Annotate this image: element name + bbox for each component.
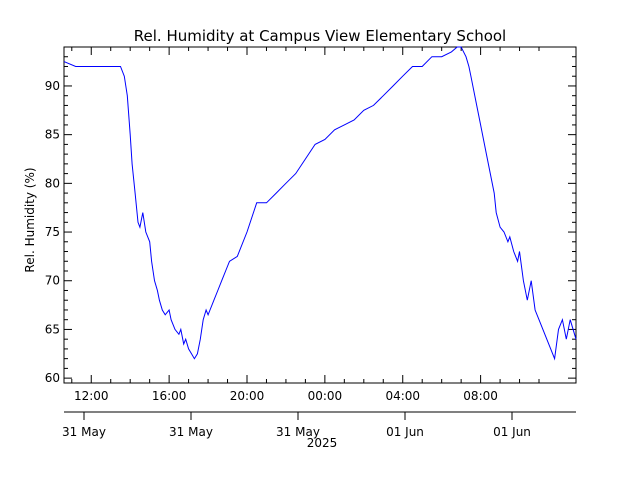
date-axis: 31 May 31 May 31 May 01 Jun 01 Jun 2025 [62, 411, 576, 450]
date-tick-label: 31 May [62, 425, 106, 439]
series-layer [63, 46, 577, 361]
y-tick-label: 85 [45, 128, 60, 142]
date-tick-label: 31 May [276, 425, 320, 439]
x-tick-label: 16:00 [152, 389, 187, 403]
x-tick-label: 00:00 [308, 389, 343, 403]
y-tick-label: 60 [45, 371, 60, 385]
plot-frame [63, 46, 577, 384]
chart-title: Rel. Humidity at Campus View Elementary … [134, 27, 506, 45]
x-axis: 12:00 16:00 20:00 00:00 04:00 08:00 [71, 47, 540, 403]
y-tick-label: 90 [45, 79, 60, 93]
x-tick-label: 12:00 [74, 389, 109, 403]
x-tick-label: 04:00 [385, 389, 420, 403]
y-axis-label: Rel. Humidity (%) [23, 167, 37, 272]
date-tick-label: 31 May [169, 425, 213, 439]
x-tick-label: 20:00 [230, 389, 265, 403]
y-axis: 60 65 70 75 80 85 90 [45, 46, 576, 385]
y-tick-label: 75 [45, 225, 60, 239]
humidity-series-line [63, 46, 577, 361]
y-tick-label: 70 [45, 274, 60, 288]
year-label: 2025 [307, 436, 338, 450]
x-tick-label: 08:00 [463, 389, 498, 403]
date-tick-label: 01 Jun [386, 425, 424, 439]
y-tick-label: 80 [45, 176, 60, 190]
date-tick-label: 01 Jun [493, 425, 531, 439]
y-tick-label: 65 [45, 322, 60, 336]
